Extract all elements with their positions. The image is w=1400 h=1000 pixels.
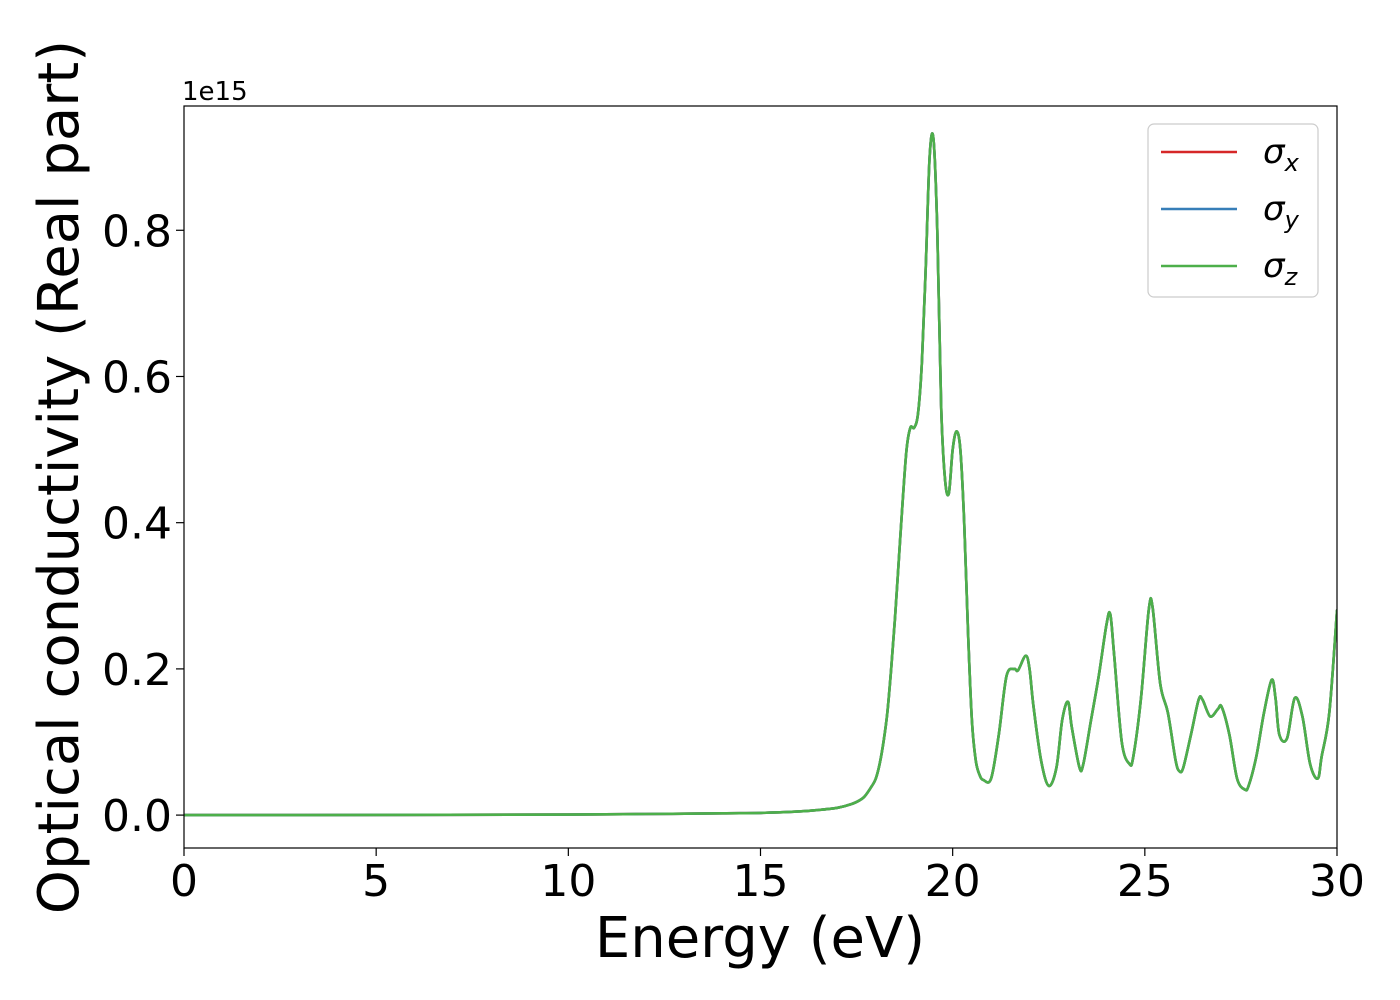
y-tick-label: 0.0 bbox=[102, 791, 172, 842]
legend-box bbox=[1147, 123, 1319, 298]
x-tick-label: 5 bbox=[362, 856, 390, 907]
legend-label-y: σy bbox=[1263, 189, 1300, 234]
x-tick-label: 10 bbox=[540, 856, 596, 907]
y-axis-ticks: 0.0 0.2 0.4 0.6 0.8 bbox=[102, 206, 184, 842]
x-axis-ticks: 0 5 10 15 20 25 30 bbox=[170, 848, 1365, 907]
series-line-z bbox=[184, 132, 1337, 817]
x-axis-title: Energy (eV) bbox=[595, 906, 925, 971]
series-layer bbox=[184, 132, 1337, 817]
x-tick-label: 25 bbox=[1117, 856, 1173, 907]
y-axis-title: Optical conductivity (Real part) bbox=[27, 40, 92, 914]
y-tick-label: 0.4 bbox=[102, 499, 172, 550]
y-tick-label: 0.6 bbox=[102, 352, 172, 403]
x-tick-label: 15 bbox=[733, 856, 789, 907]
y-offset-label: 1e15 bbox=[182, 77, 248, 107]
y-tick-label: 0.2 bbox=[102, 645, 172, 696]
x-tick-label: 20 bbox=[925, 856, 981, 907]
x-tick-label: 0 bbox=[170, 856, 198, 907]
legend-label-x: σx bbox=[1263, 132, 1300, 177]
y-tick-label: 0.8 bbox=[102, 206, 172, 257]
x-tick-label: 30 bbox=[1309, 856, 1365, 907]
